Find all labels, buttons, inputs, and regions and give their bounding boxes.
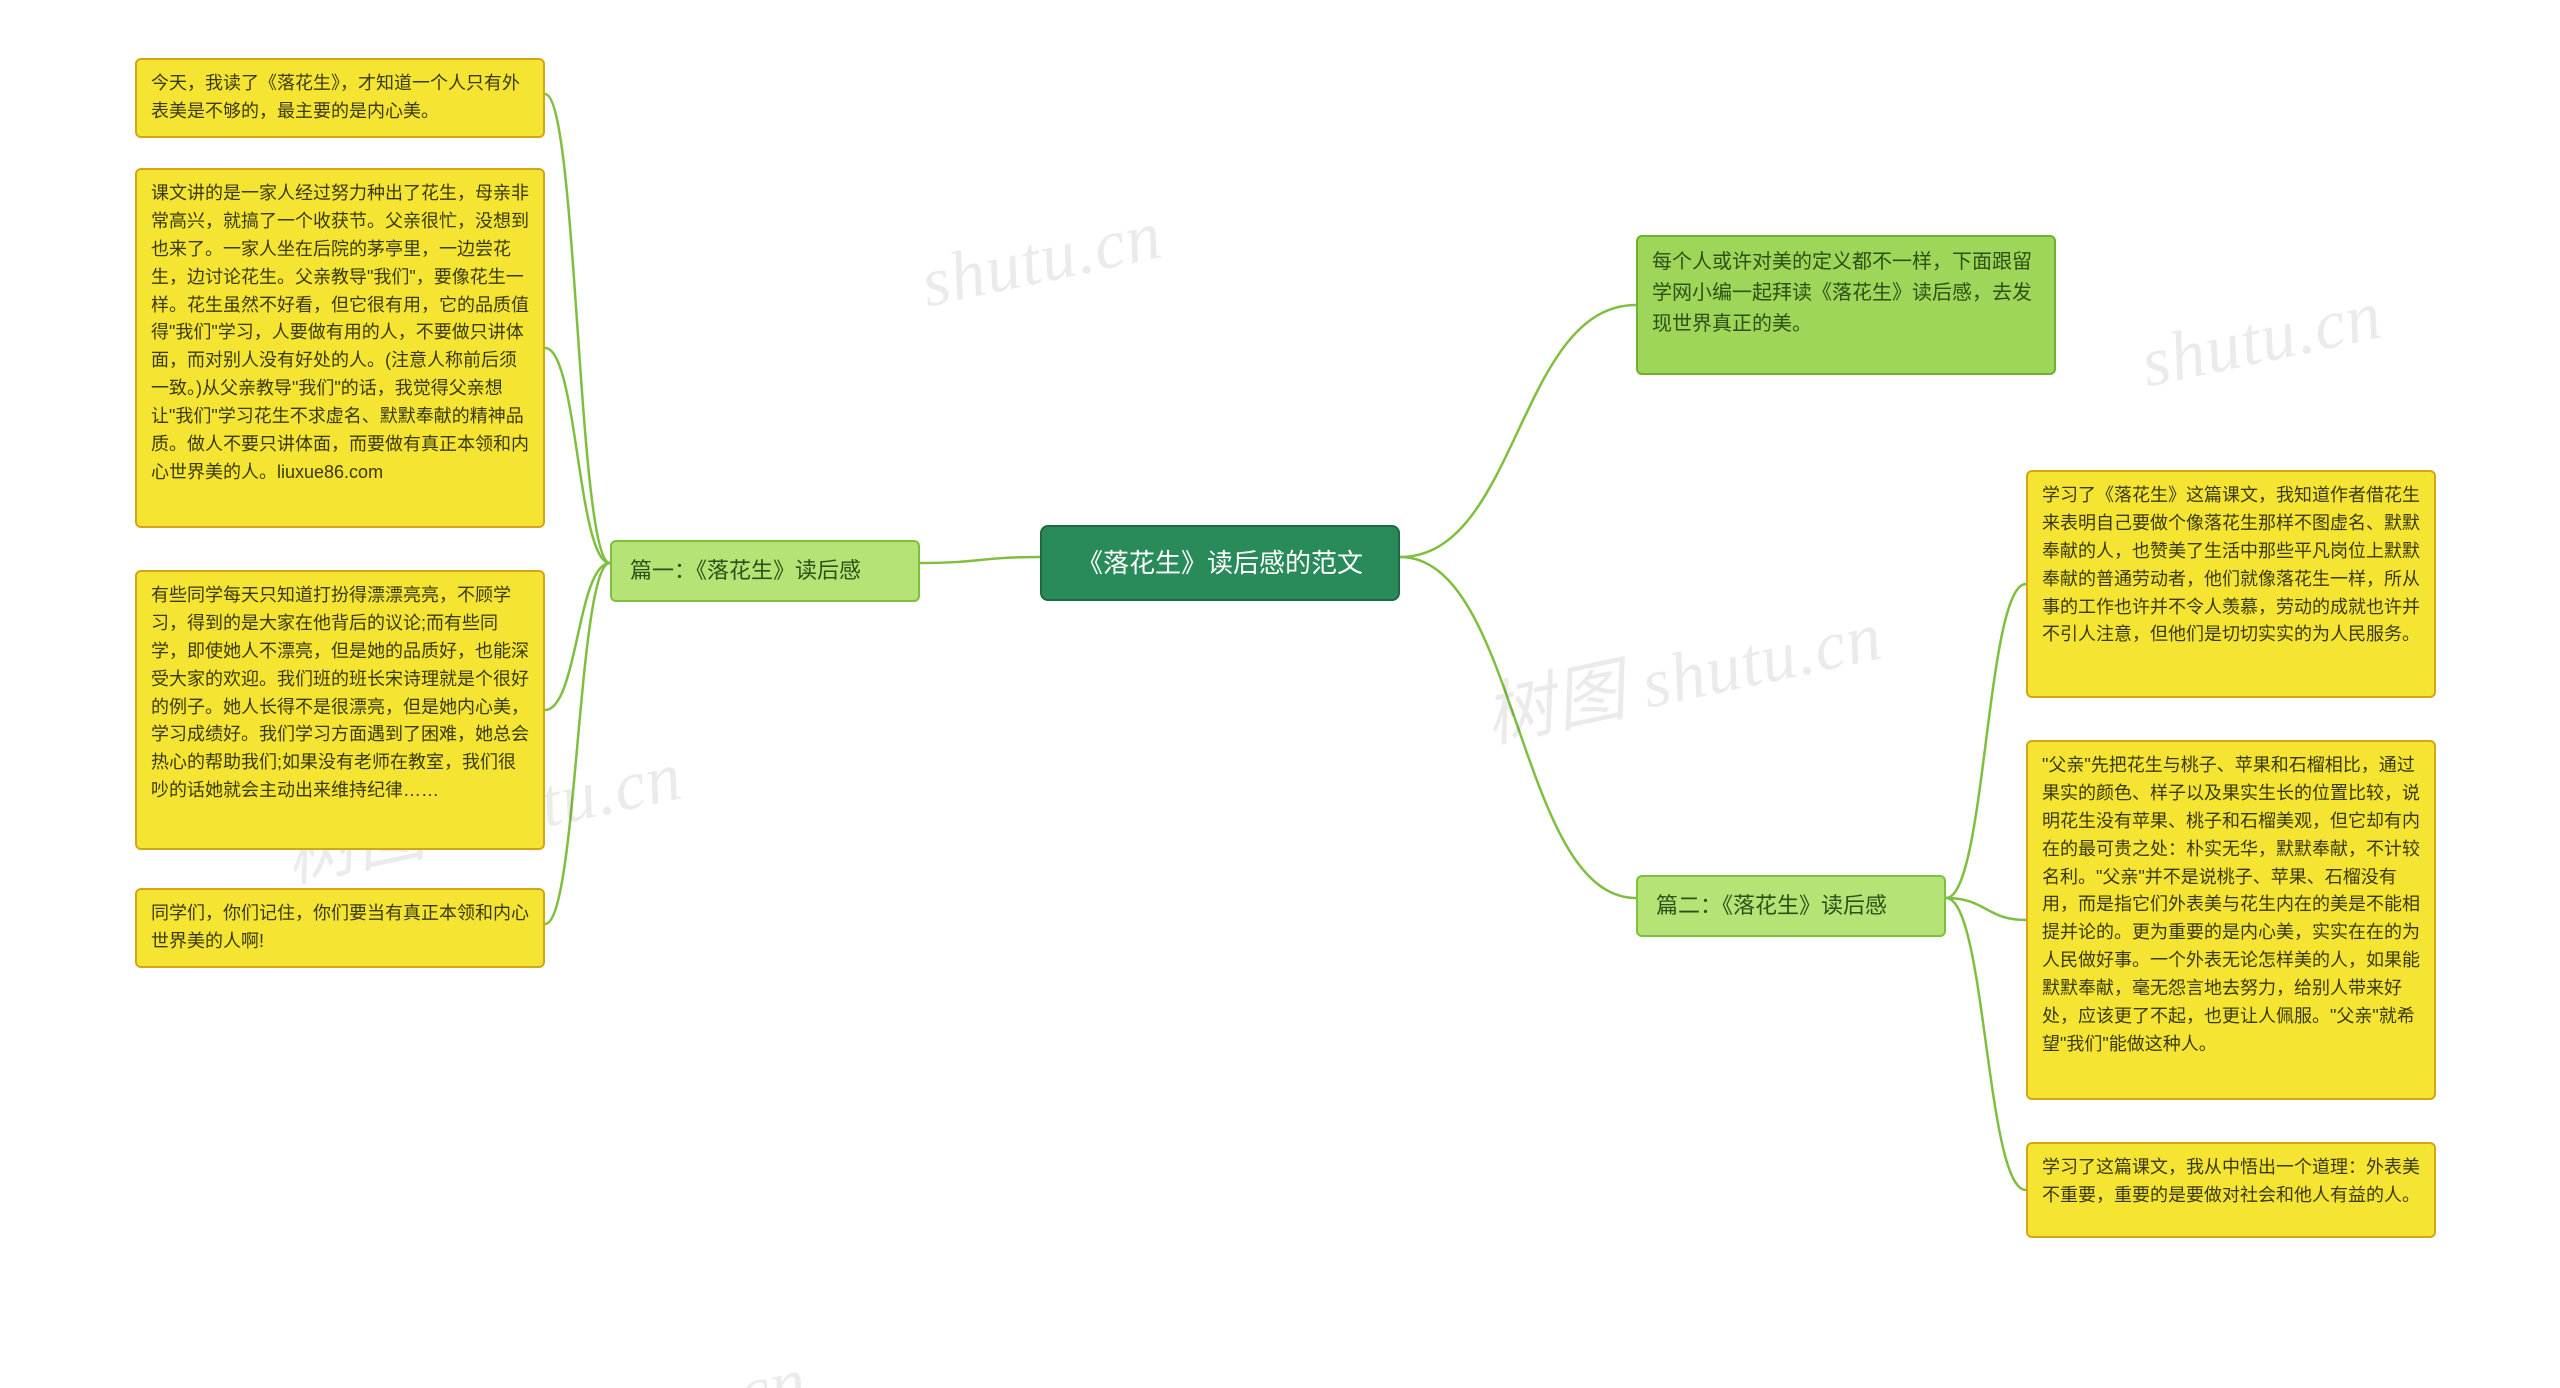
branch1-leaf-2: 有些同学每天只知道打扮得漂漂亮亮，不顾学习，得到的是大家在他背后的议论;而有些同… [135, 570, 545, 850]
branch-2: 篇二：《落花生》读后感 [1636, 875, 1946, 937]
watermark-3: shutu.cn [2134, 276, 2389, 405]
intro-node: 每个人或许对美的定义都不一样，下面跟留学网小编一起拜读《落花生》读后感，去发现世… [1636, 235, 2056, 375]
watermark-0: shutu.cn [914, 196, 1169, 325]
watermark-4: .cn [713, 1342, 814, 1388]
branch1-leaf-0: 今天，我读了《落花生》，才知道一个人只有外表美是不够的，最主要的是内心美。 [135, 58, 545, 138]
root-node: 《落花生》读后感的范文 [1040, 525, 1400, 601]
branch2-leaf-2: 学习了这篇课文，我从中悟出一个道理：外表美不重要，重要的是要做对社会和他人有益的… [2026, 1142, 2436, 1238]
branch2-leaf-1: "父亲"先把花生与桃子、苹果和石榴相比，通过果实的颜色、样子以及果实生长的位置比… [2026, 740, 2436, 1100]
branch1-leaf-1: 课文讲的是一家人经过努力种出了花生，母亲非常高兴，就搞了一个收获节。父亲很忙，没… [135, 168, 545, 528]
watermark-2: 树图 shutu.cn [1474, 579, 1890, 762]
branch2-leaf-0: 学习了《落花生》这篇课文，我知道作者借花生来表明自己要做个像落花生那样不图虚名、… [2026, 470, 2436, 698]
branch1-leaf-3: 同学们，你们记住，你们要当有真正本领和内心世界美的人啊! [135, 888, 545, 968]
mindmap-canvas: shutu.cn树图 shutu.cn树图 shutu.cnshutu.cn.c… [0, 0, 2560, 1388]
branch-1: 篇一：《落花生》读后感 [610, 540, 920, 602]
